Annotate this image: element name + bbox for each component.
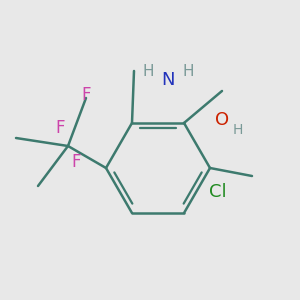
Text: Cl: Cl	[209, 183, 227, 201]
Text: F: F	[55, 119, 65, 137]
Text: F: F	[71, 153, 81, 171]
Text: H: H	[142, 64, 154, 80]
Text: N: N	[161, 71, 175, 89]
Text: H: H	[233, 123, 243, 137]
Text: H: H	[182, 64, 194, 80]
Text: O: O	[215, 111, 229, 129]
Text: F: F	[81, 86, 91, 104]
